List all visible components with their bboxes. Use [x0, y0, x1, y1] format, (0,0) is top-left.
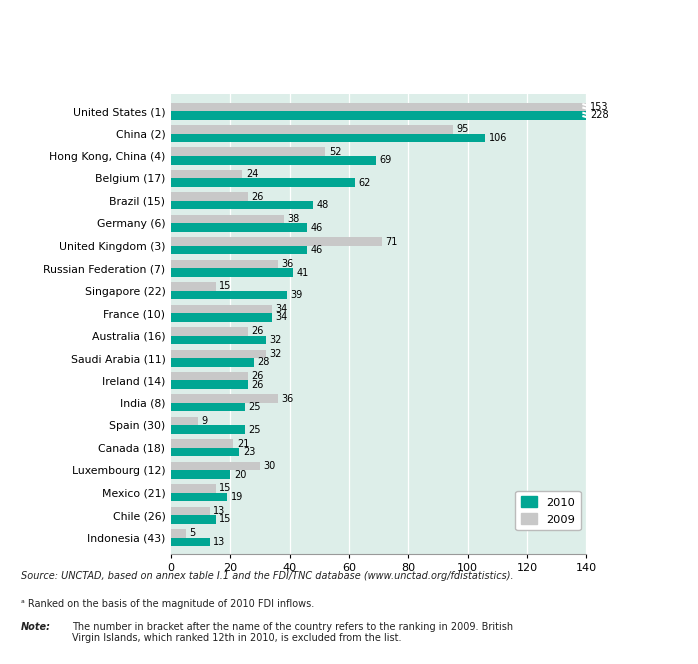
Bar — [171, 426, 245, 434]
Bar — [171, 515, 216, 524]
Bar — [171, 507, 209, 515]
Text: 41: 41 — [296, 268, 309, 278]
Bar — [171, 493, 228, 501]
Bar — [171, 538, 209, 546]
Bar — [171, 215, 283, 223]
Text: 69: 69 — [379, 155, 392, 165]
Bar — [171, 237, 382, 246]
Text: 62: 62 — [359, 178, 371, 188]
Bar — [171, 291, 287, 299]
Text: 95: 95 — [456, 124, 469, 134]
Text: 28: 28 — [258, 357, 270, 367]
Bar — [171, 529, 186, 538]
Text: 9: 9 — [201, 416, 207, 426]
Text: 26: 26 — [252, 380, 264, 390]
Bar — [171, 282, 216, 291]
Bar — [171, 268, 292, 277]
Text: 5: 5 — [189, 529, 195, 539]
Text: 228: 228 — [590, 110, 609, 120]
Text: 15: 15 — [219, 282, 232, 291]
Legend: 2010, 2009: 2010, 2009 — [515, 491, 581, 531]
Bar — [171, 349, 266, 358]
Bar — [171, 403, 245, 412]
Bar — [171, 440, 233, 448]
Bar — [171, 380, 248, 389]
Text: 34: 34 — [276, 304, 288, 314]
Bar — [171, 260, 278, 268]
Bar — [171, 305, 272, 313]
Bar — [171, 125, 453, 133]
Text: 46: 46 — [311, 245, 323, 255]
Bar — [171, 201, 313, 209]
Text: 153: 153 — [590, 102, 609, 112]
Bar — [171, 179, 355, 187]
Bar — [171, 193, 248, 201]
Text: 25: 25 — [248, 402, 261, 412]
Bar — [171, 246, 307, 254]
Text: 106: 106 — [489, 133, 507, 143]
Bar — [171, 313, 272, 321]
Text: 19: 19 — [231, 492, 243, 502]
Text: 36: 36 — [281, 259, 294, 269]
Bar — [171, 111, 586, 120]
Text: 24: 24 — [246, 169, 258, 179]
Text: 26: 26 — [252, 192, 264, 202]
Text: 21: 21 — [237, 438, 249, 449]
Bar — [171, 170, 242, 179]
Text: 25: 25 — [248, 425, 261, 435]
Text: 52: 52 — [329, 147, 341, 157]
Text: The number in bracket after the name of the country refers to the ranking in 200: The number in bracket after the name of … — [72, 622, 513, 643]
Text: 15: 15 — [219, 515, 232, 525]
Text: 23: 23 — [243, 447, 255, 457]
Bar — [171, 147, 325, 156]
Text: 46: 46 — [311, 222, 323, 232]
Bar — [171, 448, 239, 456]
Text: 36: 36 — [281, 394, 294, 404]
Bar — [171, 417, 198, 426]
Text: 26: 26 — [252, 326, 264, 337]
Text: ᵃ Ranked on the basis of the magnitude of 2010 FDI inflows.: ᵃ Ranked on the basis of the magnitude o… — [21, 598, 314, 608]
Bar — [171, 461, 260, 470]
Text: 71: 71 — [385, 236, 398, 246]
Bar — [171, 223, 307, 232]
Bar — [171, 133, 485, 142]
Bar — [171, 327, 248, 335]
Text: 34: 34 — [276, 312, 288, 323]
Text: 39: 39 — [290, 290, 302, 300]
Text: 26: 26 — [252, 371, 264, 381]
Text: 20: 20 — [234, 469, 246, 479]
Text: 48: 48 — [317, 200, 329, 210]
Text: 32: 32 — [269, 335, 282, 345]
Text: Source: UNCTAD, based on annex table I.1 and the FDI/TNC database (www.unctad.or: Source: UNCTAD, based on annex table I.1… — [21, 570, 514, 580]
Bar — [171, 484, 216, 493]
Bar — [171, 156, 376, 165]
Text: 32: 32 — [269, 349, 282, 359]
Bar — [171, 103, 586, 111]
Bar — [171, 470, 230, 479]
Text: Note:: Note: — [21, 622, 51, 631]
Text: 15: 15 — [219, 483, 232, 493]
Bar — [171, 358, 254, 367]
Bar — [171, 394, 278, 403]
Text: 30: 30 — [264, 461, 276, 471]
Text: 38: 38 — [288, 214, 299, 224]
Bar — [171, 335, 266, 344]
Text: 13: 13 — [213, 506, 225, 516]
Bar — [171, 372, 248, 380]
Text: Figure I.4.  Global FDI inflows, top 20 host economies, 2009 and 2010 ᵃ: Figure I.4. Global FDI inflows, top 20 h… — [75, 28, 623, 42]
Text: (Billions of dollars): (Billions of dollars) — [283, 61, 415, 74]
Text: 13: 13 — [213, 537, 225, 547]
